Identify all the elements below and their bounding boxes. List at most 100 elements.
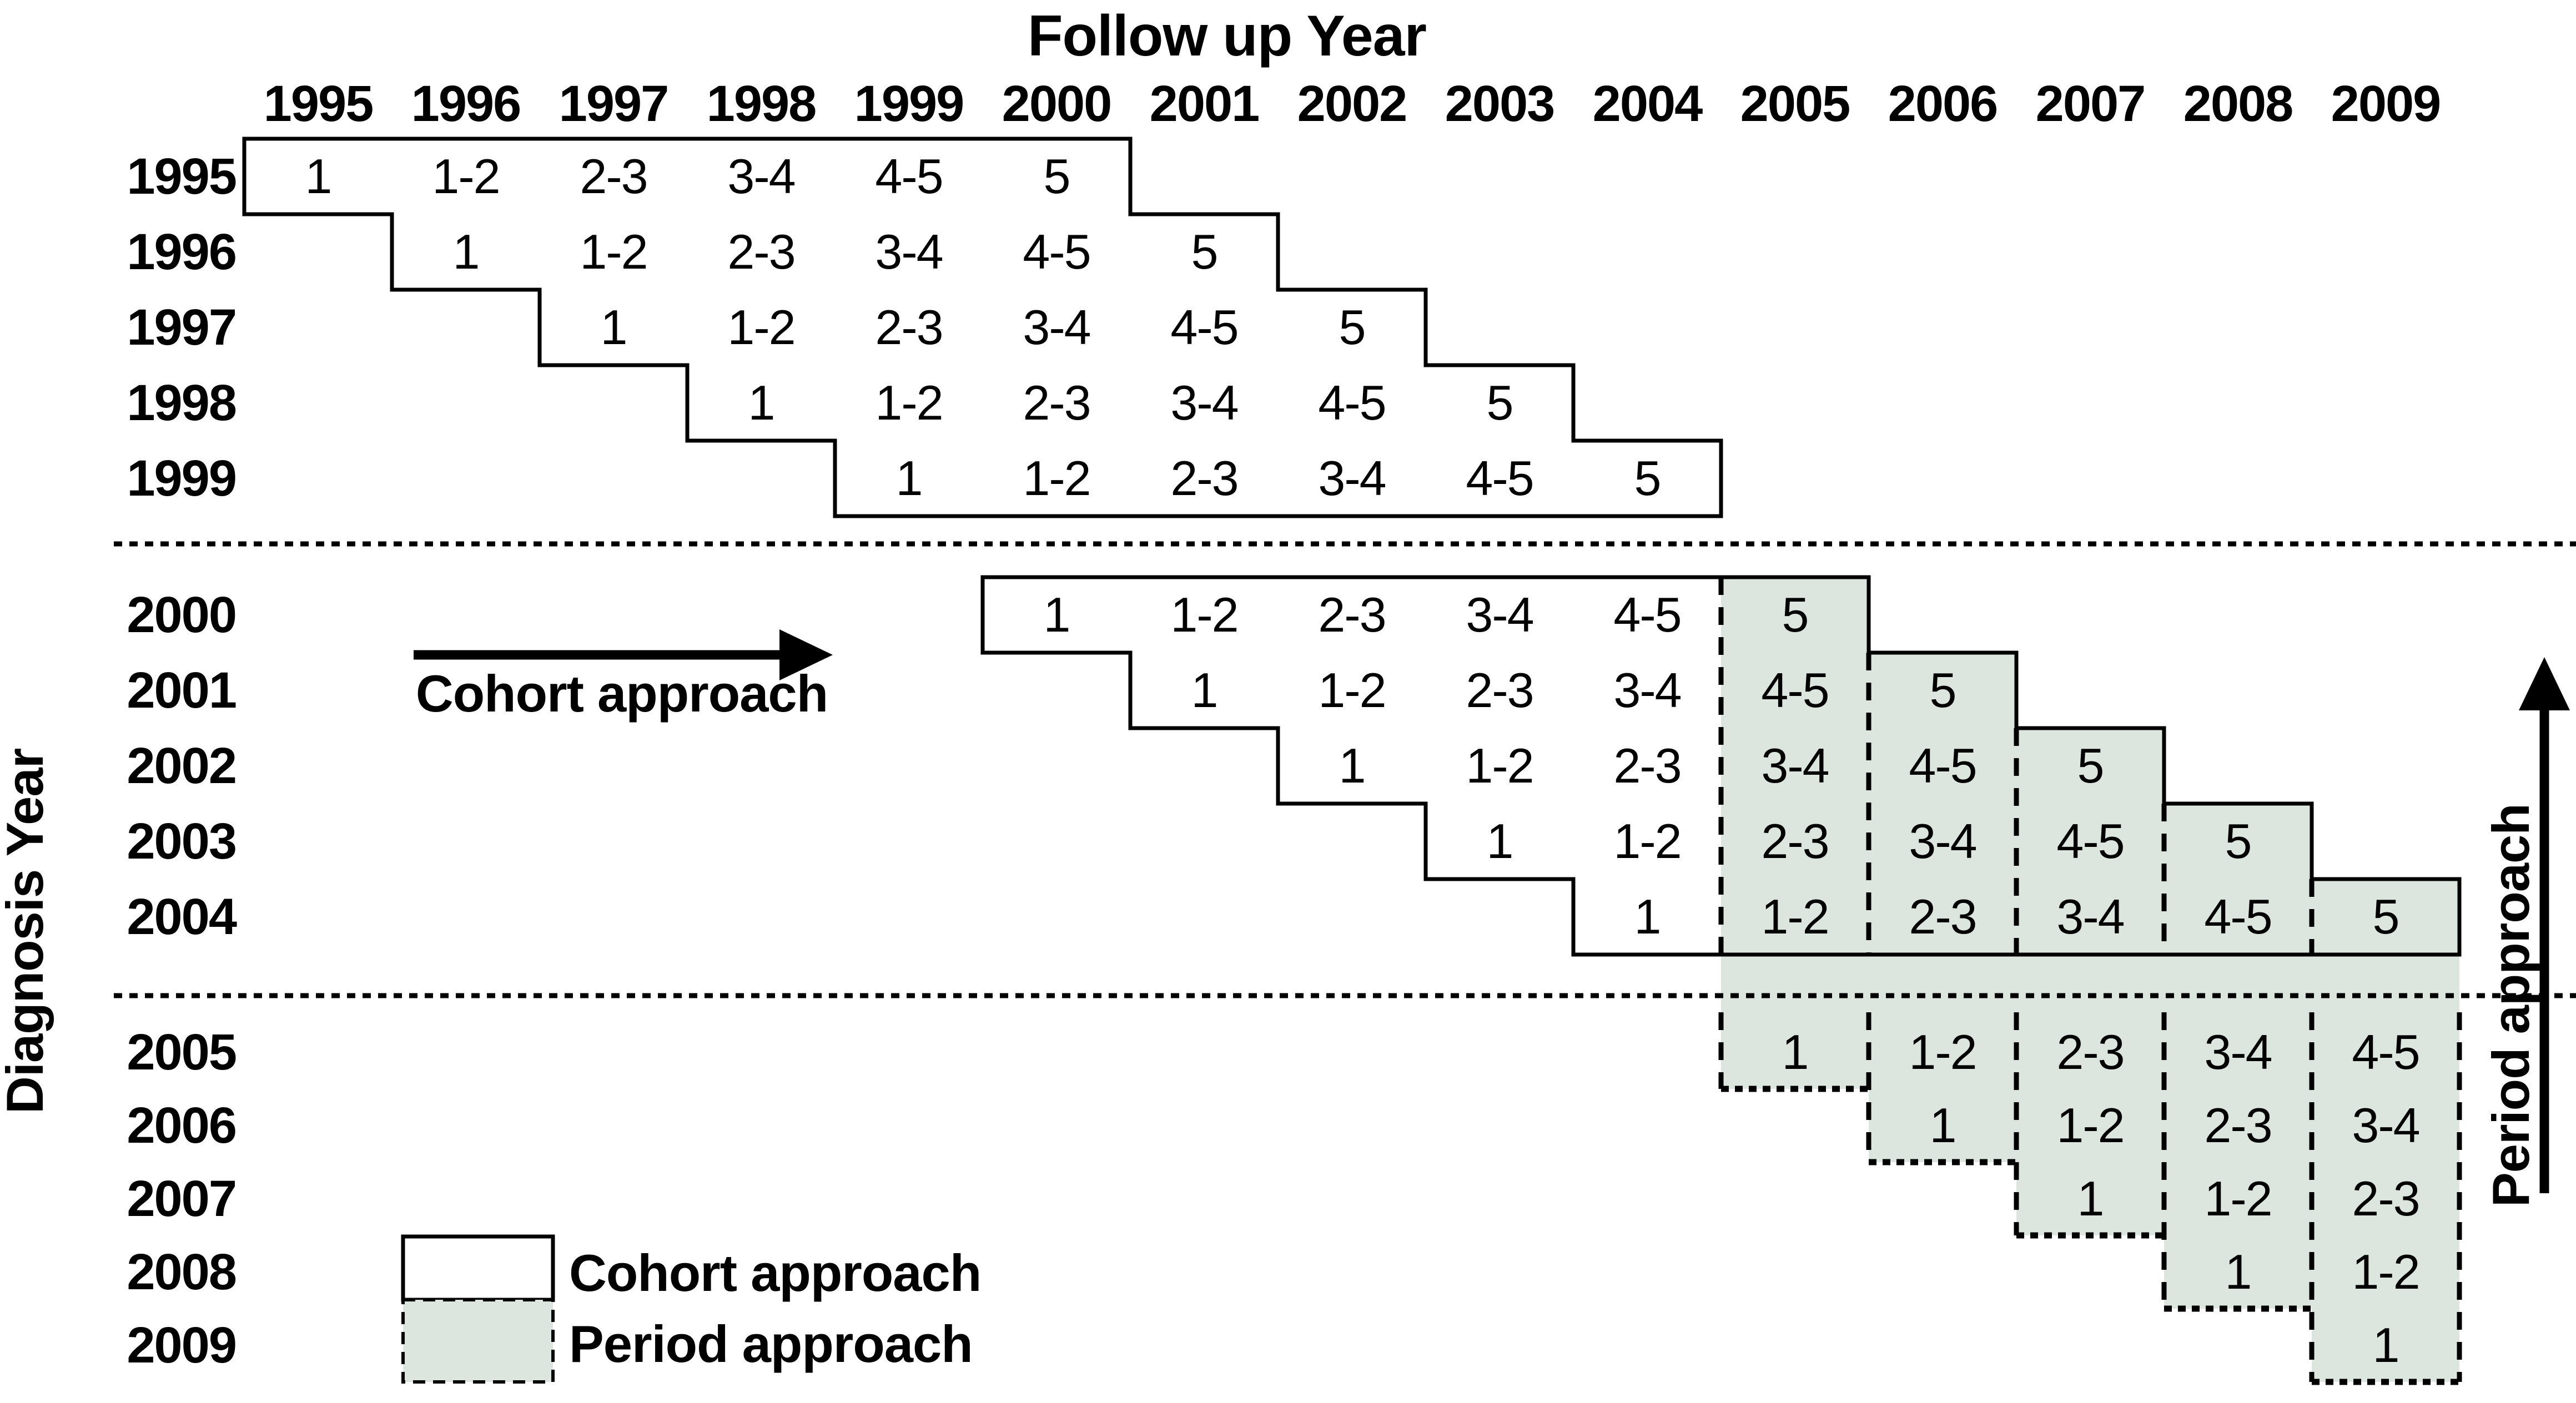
cohort-block-1995-1999-outline <box>242 137 1723 518</box>
grid-cell: 4-5 <box>1761 663 1829 718</box>
grid-cell: 5 <box>1486 375 1514 430</box>
grid-cell: 2-3 <box>1761 814 1829 869</box>
grid-cell: 4-5 <box>875 149 943 204</box>
period-column-dashed-borders-mid <box>1718 577 2315 955</box>
grid-cell: 2-3 <box>1170 451 1239 506</box>
grid-cell: 1 <box>452 224 480 279</box>
grid-cell: 2-3 <box>875 300 943 355</box>
grid-cell: 1 <box>2225 1244 2252 1299</box>
cohort-block-2000-2004-outline <box>980 575 2462 957</box>
follow-up-year-header: 2001 <box>1149 75 1260 132</box>
diagnosis-year-label: 1999 <box>127 450 237 507</box>
grid-cell: 1-2 <box>432 149 500 204</box>
grid-cell: 2-3 <box>2056 1025 2125 1079</box>
grid-cell: 5 <box>1339 300 1366 355</box>
diagnosis-year-label: 1997 <box>127 299 237 356</box>
grid-cell: 1-2 <box>1613 814 1682 869</box>
grid-cell: 2-3 <box>2204 1098 2272 1153</box>
period-approach-label: Period approach <box>2482 804 2540 1207</box>
grid-cell: 1 <box>1634 889 1662 944</box>
diagnosis-year-label: 1995 <box>127 148 237 205</box>
x-axis-title: Follow up Year <box>1027 4 1427 68</box>
grid-cell: 4-5 <box>2056 814 2125 869</box>
grid-cell: 4-5 <box>1023 224 1091 279</box>
grid-cell: 3-4 <box>2056 889 2125 944</box>
legend-swatches <box>401 1234 555 1384</box>
diagnosis-year-label: 2006 <box>127 1097 237 1154</box>
grid-cell: 1 <box>748 375 776 430</box>
period-arrow <box>2519 657 2570 1193</box>
grid-cell: 3-4 <box>727 149 796 204</box>
diagnosis-year-label: 2009 <box>127 1317 237 1374</box>
diagnosis-year-label: 2008 <box>127 1244 237 1300</box>
cohort-approach-label: Cohort approach <box>415 664 828 723</box>
grid-cell: 5 <box>2372 889 2400 944</box>
grid-cell: 4-5 <box>1909 738 1977 793</box>
grid-cell: 1 <box>1191 663 1219 718</box>
follow-up-year-header: 1996 <box>411 75 522 132</box>
diagnosis-year-label: 2002 <box>127 738 237 794</box>
grid-cell: 1-2 <box>727 300 796 355</box>
grid-cell: 3-4 <box>1613 663 1682 718</box>
follow-up-year-header: 2004 <box>1592 75 1703 132</box>
grid-cell: 5 <box>1043 149 1071 204</box>
diagnosis-year-label: 1998 <box>127 375 237 431</box>
follow-up-year-header: 2006 <box>1888 75 1999 132</box>
grid-cell: 4-5 <box>1318 375 1386 430</box>
grid-cell: 3-4 <box>1170 375 1239 430</box>
grid-cell: 1 <box>1782 1025 1809 1079</box>
grid-cell: 2-3 <box>1023 375 1091 430</box>
grid-cell: 2-3 <box>580 149 648 204</box>
grid-cell: 2-3 <box>1613 738 1682 793</box>
period-column-dotted-bottoms <box>1721 1086 2459 1385</box>
grid-cell: 5 <box>1929 663 1957 718</box>
follow-up-year-header: 2007 <box>2035 75 2146 132</box>
grid-cell: 2-3 <box>1318 587 1386 642</box>
follow-up-year-header: 2005 <box>1740 75 1851 132</box>
grid-cell: 1 <box>1339 738 1366 793</box>
grid-cell: 1-2 <box>1318 663 1386 718</box>
grid-cell: 1-2 <box>2352 1244 2420 1299</box>
diagnosis-year-label: 2007 <box>127 1170 237 1227</box>
grid-cell: 1-2 <box>1170 587 1239 642</box>
grid-cell: 5 <box>1191 224 1219 279</box>
grid-cell: 1-2 <box>1466 738 1534 793</box>
diagnosis-year-label: 2001 <box>127 662 237 719</box>
follow-up-year-header: 1995 <box>263 75 374 132</box>
grid-cell: 3-4 <box>1909 814 1977 869</box>
grid-cell: 1-2 <box>1909 1025 1977 1079</box>
legend-period-swatch <box>401 1298 555 1384</box>
period-shaded-region <box>1721 577 2459 1382</box>
legend-cohort-swatch <box>401 1234 555 1302</box>
follow-up-year-header: 1998 <box>706 75 817 132</box>
grid-cell: 1-2 <box>2056 1098 2125 1153</box>
cohort-arrow <box>414 629 833 680</box>
follow-up-year-header: 2000 <box>1002 75 1113 132</box>
diagnosis-year-label: 2000 <box>127 587 237 643</box>
grid-cell: 3-4 <box>1761 738 1829 793</box>
grid-cell: 2-3 <box>2352 1171 2420 1226</box>
grid-cell: 3-4 <box>2204 1025 2272 1079</box>
grid-cell: 3-4 <box>1466 587 1534 642</box>
grid-cell: 1 <box>1043 587 1071 642</box>
grid-cell: 1-2 <box>875 375 943 430</box>
grid-cell: 4-5 <box>1613 587 1682 642</box>
grid-cell: 2-3 <box>1909 889 1977 944</box>
grid-cell: 1 <box>1486 814 1514 869</box>
legend-cohort-label: Cohort approach <box>569 1244 982 1302</box>
grid-cell: 5 <box>2225 814 2252 869</box>
grid-cell: 5 <box>1634 451 1662 506</box>
period-column-dashed-borders-bottom <box>1718 1012 2462 1382</box>
diagnosis-year-label: 2005 <box>127 1024 237 1081</box>
grid-cell: 2-3 <box>1466 663 1534 718</box>
grid-cell: 1 <box>2372 1318 2400 1372</box>
follow-up-year-header: 2003 <box>1445 75 1556 132</box>
grid-cell: 1-2 <box>1023 451 1091 506</box>
follow-up-year-header: 2008 <box>2183 75 2294 132</box>
diagnosis-year-label: 1996 <box>127 224 237 280</box>
grid-cell: 1-2 <box>2204 1171 2272 1226</box>
diagnosis-year-label: 2003 <box>127 813 237 870</box>
follow-up-year-header: 1999 <box>854 75 965 132</box>
